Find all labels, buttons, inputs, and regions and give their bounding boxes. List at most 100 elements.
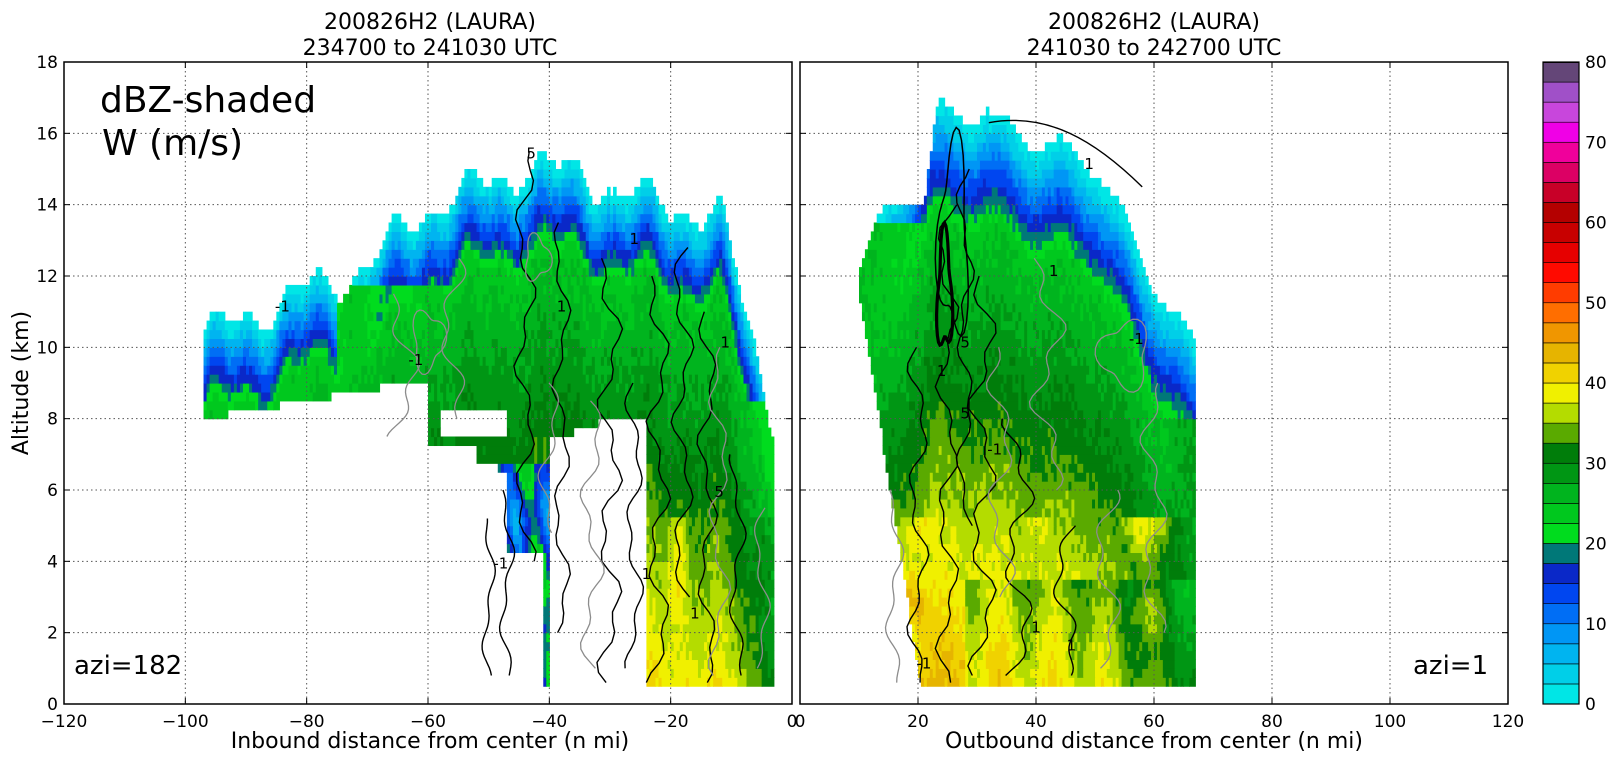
reflectivity-cell: [1159, 365, 1167, 375]
reflectivity-cell: [1053, 240, 1058, 250]
reflectivity-cell: [209, 329, 223, 340]
reflectivity-cell: [906, 383, 922, 393]
reflectivity-cell: [1112, 409, 1126, 420]
reflectivity-cell: [515, 258, 520, 268]
reflectivity-cell: [1083, 311, 1090, 322]
w-contour-line: [985, 347, 1016, 598]
reflectivity-cell: [982, 472, 987, 482]
reflectivity-cell: [252, 365, 256, 375]
reflectivity-cell: [1136, 597, 1146, 607]
reflectivity-cell: [667, 463, 672, 473]
reflectivity-cell: [1124, 463, 1131, 473]
reflectivity-cell: [239, 329, 244, 340]
reflectivity-cell: [688, 311, 702, 322]
reflectivity-cell: [1080, 534, 1084, 545]
reflectivity-cell: [473, 391, 544, 402]
reflectivity-cell: [515, 293, 520, 304]
reflectivity-cell: [1024, 623, 1028, 634]
reflectivity-cell: [506, 356, 514, 366]
x-tick-label: −100: [162, 712, 209, 732]
reflectivity-cell: [309, 276, 314, 286]
reflectivity-cell: [728, 311, 732, 322]
reflectivity-cell: [1083, 231, 1099, 241]
reflectivity-cell: [646, 472, 654, 482]
reflectivity-cell: [1100, 516, 1117, 527]
reflectivity-cell: [1192, 490, 1196, 500]
reflectivity-cell: [752, 383, 757, 393]
colorbar-bin: [1542, 523, 1580, 544]
reflectivity-cell: [746, 525, 751, 536]
reflectivity-cell: [676, 383, 687, 393]
reflectivity-cell: [479, 231, 496, 241]
reflectivity-cell: [606, 356, 611, 366]
reflectivity-cell: [728, 338, 735, 348]
reflectivity-cell: [352, 329, 368, 340]
reflectivity-cell: [658, 258, 663, 268]
reflectivity-cell: [258, 329, 274, 340]
reflectivity-cell: [1103, 677, 1114, 687]
reflectivity-cell: [752, 400, 766, 411]
reflectivity-cell: [1062, 588, 1078, 598]
reflectivity-cell: [1024, 240, 1031, 250]
reflectivity-cell: [661, 222, 687, 233]
reflectivity-cell: [728, 516, 742, 527]
reflectivity-cell: [997, 481, 1005, 491]
reflectivity-cell: [537, 329, 553, 340]
reflectivity-cell: [944, 570, 949, 580]
reflectivity-cell: [622, 311, 629, 322]
reflectivity-cell: [734, 293, 738, 304]
reflectivity-cell: [900, 543, 910, 554]
reflectivity-cell: [941, 525, 952, 536]
reflectivity-cell: [1109, 641, 1120, 652]
reflectivity-cell: [691, 472, 696, 482]
reflectivity-cell: [1109, 293, 1123, 304]
reflectivity-cell: [923, 347, 943, 357]
reflectivity-cell: [400, 329, 408, 340]
reflectivity-cell: [634, 311, 641, 322]
reflectivity-cell: [628, 267, 632, 277]
reflectivity-cell: [1174, 650, 1196, 661]
reflectivity-cell: [573, 258, 578, 268]
reflectivity-cell: [985, 177, 1013, 188]
reflectivity-cell: [658, 365, 717, 375]
reflectivity-cell: [903, 276, 910, 286]
reflectivity-cell: [643, 204, 654, 215]
reflectivity-cell: [1086, 213, 1090, 224]
reflectivity-cell: [318, 276, 323, 286]
colorbar-bin: [1542, 462, 1580, 484]
reflectivity-cell: [1165, 347, 1182, 357]
reflectivity-cell: [1086, 302, 1090, 313]
reflectivity-cell: [979, 276, 984, 286]
reflectivity-cell: [713, 329, 732, 340]
reflectivity-cell: [1015, 177, 1019, 188]
reflectivity-cell: [988, 641, 993, 652]
reflectivity-cell: [1021, 231, 1055, 241]
reflectivity-cell: [664, 320, 675, 331]
reflectivity-cell: [534, 356, 553, 366]
reflectivity-cell: [1115, 249, 1120, 259]
reflectivity-cell: [252, 320, 259, 331]
reflectivity-cell: [929, 436, 963, 447]
reflectivity-cell: [1165, 543, 1176, 554]
reflectivity-cell: [716, 240, 723, 250]
reflectivity-cell: [870, 365, 907, 375]
reflectivity-cell: [588, 231, 602, 241]
reflectivity-cell: [991, 249, 1008, 259]
reflectivity-cell: [918, 267, 925, 277]
reflectivity-cell: [1177, 498, 1182, 509]
reflectivity-cell: [443, 374, 450, 384]
reflectivity-cell: [437, 213, 450, 224]
reflectivity-cell: [743, 614, 751, 625]
w-contour-line: [1028, 257, 1067, 491]
reflectivity-cell: [1077, 222, 1084, 233]
reflectivity-cell: [670, 668, 675, 678]
reflectivity-cell: [1077, 668, 1084, 678]
reflectivity-cell: [564, 258, 572, 268]
reflectivity-cell: [1092, 240, 1099, 250]
reflectivity-cell: [1139, 383, 1149, 393]
reflectivity-cell: [1033, 516, 1043, 527]
reflectivity-cell: [1071, 258, 1075, 268]
reflectivity-cell: [394, 240, 399, 250]
reflectivity-cell: [376, 356, 384, 366]
reflectivity-cell: [1168, 365, 1179, 375]
